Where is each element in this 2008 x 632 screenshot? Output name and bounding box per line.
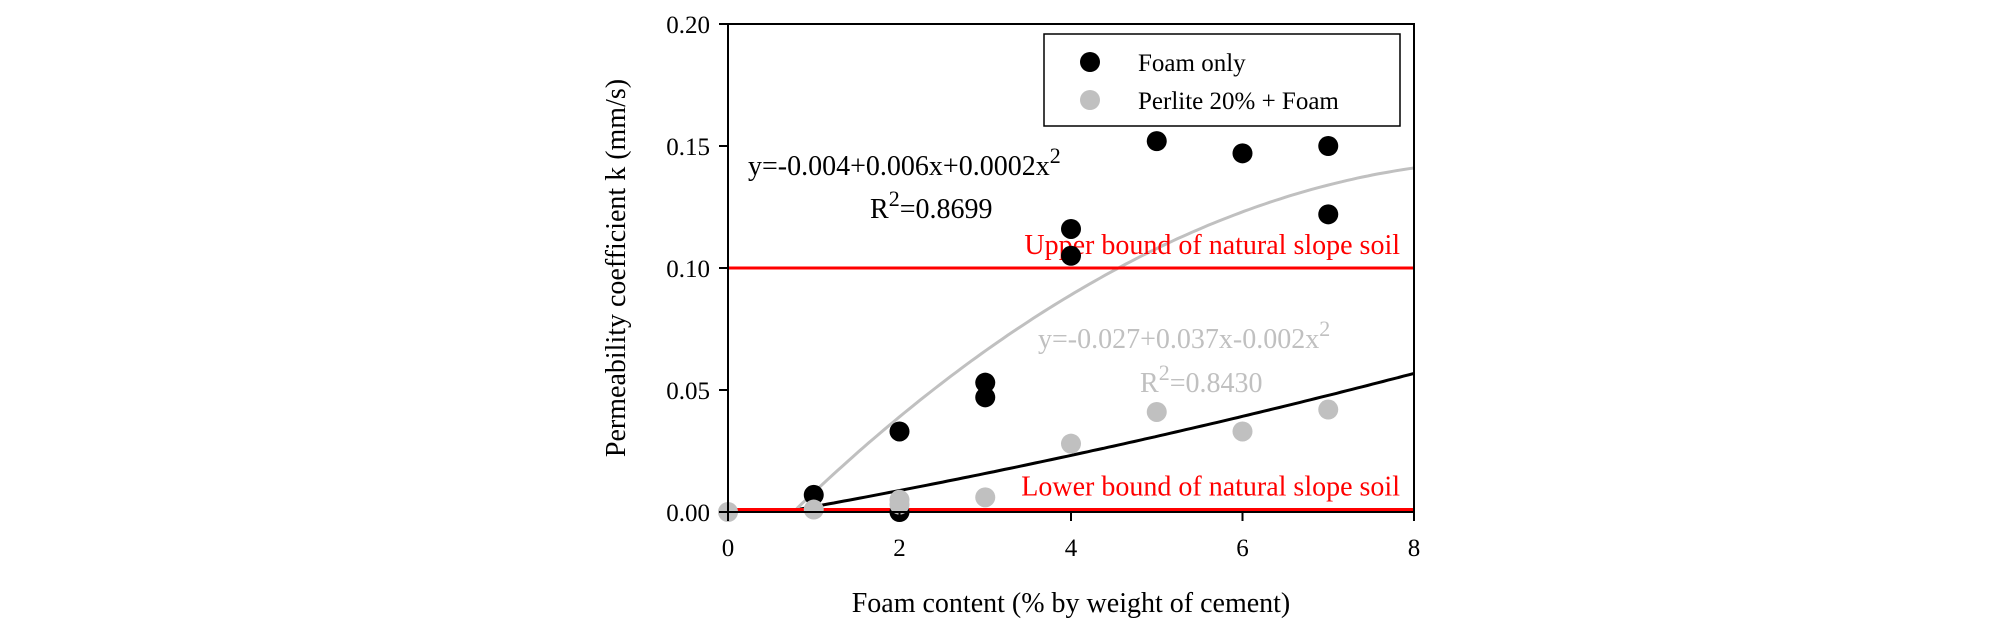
fit-r-squared: R2=0.8430 xyxy=(1140,360,1262,399)
data-point xyxy=(1061,218,1081,239)
x-axis-title: Foam content (% by weight of cement) xyxy=(852,588,1291,619)
data-point xyxy=(1146,401,1167,422)
x-tick-label: 2 xyxy=(893,535,906,562)
legend-label: Foam only xyxy=(1138,50,1246,77)
x-tick-label: 0 xyxy=(722,535,735,562)
fit-equation: y=-0.004+0.006x+0.0002x2 xyxy=(748,143,1061,182)
data-point xyxy=(889,494,910,515)
data-point xyxy=(1061,433,1081,454)
data-point xyxy=(975,372,996,393)
fit-line xyxy=(795,166,1415,510)
y-tick-label: 0.00 xyxy=(666,500,710,527)
data-point xyxy=(1318,204,1339,225)
y-tick-label: 0.20 xyxy=(666,12,710,39)
reference-line-label: Upper bound of natural slope soil xyxy=(1024,230,1400,261)
x-tick-label: 8 xyxy=(1408,535,1421,562)
legend-box xyxy=(1043,33,1401,127)
legend-label: Perlite 20% + Foam xyxy=(1138,88,1339,115)
legend: Foam only Perlite 20% + Foam xyxy=(1043,33,1401,127)
data-point xyxy=(1318,399,1339,420)
data-point xyxy=(1061,245,1081,266)
data-point xyxy=(803,484,824,505)
axes-layer: 0 2 4 6 8 0.00 0.05 0.10 0.15 0.20 xyxy=(666,12,1420,562)
data-point xyxy=(1318,136,1339,156)
data-point xyxy=(975,387,996,408)
data-point xyxy=(803,499,824,520)
data-point xyxy=(889,421,910,442)
x-tick-label: 4 xyxy=(1065,535,1078,562)
y-tick-label: 0.05 xyxy=(666,378,710,405)
legend-marker xyxy=(1080,52,1100,72)
reference-line-label: Lower bound of natural slope soil xyxy=(1021,472,1400,503)
data-point xyxy=(1232,421,1253,442)
y-axis-title: Permeability coefficient k (mm/s) xyxy=(601,79,632,457)
y-tick-label: 0.10 xyxy=(666,256,710,283)
data-point xyxy=(975,487,996,508)
data-point xyxy=(1232,143,1253,164)
annotations-layer: y=-0.004+0.006x+0.0002x2 R2=0.8699 y=-0.02… xyxy=(748,143,1330,399)
reference-lines-layer: Upper bound of natural slope soil Lower b… xyxy=(728,230,1414,512)
legend-marker xyxy=(1080,90,1100,110)
fit-r-squared: R2=0.8699 xyxy=(870,186,992,225)
y-tick-label: 0.15 xyxy=(666,134,710,161)
data-point xyxy=(1146,131,1167,152)
fit-equation: y=-0.027+0.037x-0.002x2 xyxy=(1038,316,1330,355)
data-points-layer xyxy=(718,131,1339,522)
x-tick-label: 6 xyxy=(1236,535,1249,562)
